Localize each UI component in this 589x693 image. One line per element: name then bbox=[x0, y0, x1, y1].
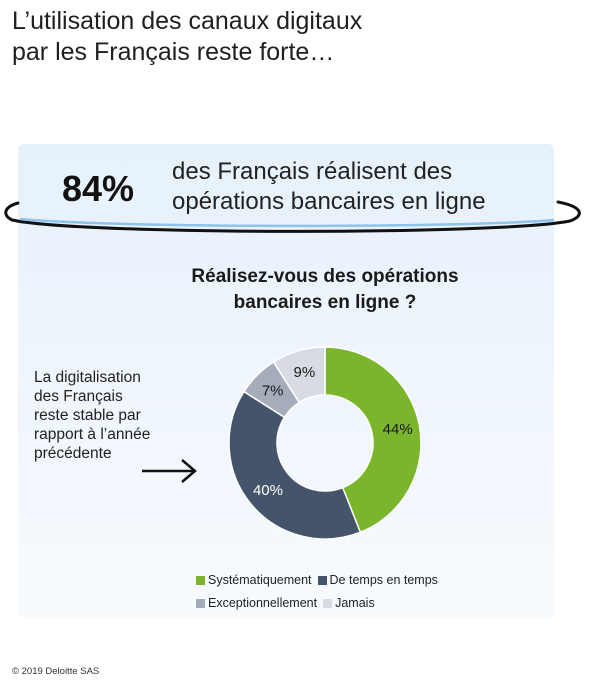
side-note-line-2: des Français bbox=[34, 388, 123, 405]
legend-item-jamais: Jamais bbox=[323, 596, 375, 610]
donut-slice-jamais bbox=[272, 346, 326, 404]
legend-label: Jamais bbox=[335, 596, 375, 610]
data-label-systematiquement: 44% bbox=[383, 421, 413, 438]
chart-title: Réalisez-vous des opérations bancaires e… bbox=[150, 264, 500, 316]
side-note-line-3: reste stable par bbox=[34, 407, 141, 424]
data-label-jamais: 9% bbox=[294, 364, 316, 381]
legend-swatch-light bbox=[323, 598, 333, 608]
chart-legend: Systématiquement De temps en temps Excep… bbox=[196, 573, 526, 619]
page-title: L’utilisation des canaux digitaux par le… bbox=[12, 6, 572, 68]
highlight-percentage: 84% bbox=[62, 168, 135, 209]
donut-chart: 44% 40% 7% 9% bbox=[228, 346, 422, 540]
side-note-line-4: rapport à l’année bbox=[34, 426, 151, 443]
arrow-right-icon bbox=[142, 459, 197, 483]
legend-swatch-dark bbox=[317, 575, 327, 585]
legend-item-de-temps-en-temps: De temps en temps bbox=[317, 573, 438, 587]
chart-title-line-2: bancaires en ligne ? bbox=[233, 292, 417, 313]
legend-label: De temps en temps bbox=[329, 573, 438, 587]
side-note-line-1: La digitalisation bbox=[34, 369, 141, 386]
side-note: La digitalisation des Français reste sta… bbox=[34, 368, 194, 463]
copyright-footer: © 2019 Deloitte SAS bbox=[12, 666, 100, 677]
side-note-line-5: précédente bbox=[34, 445, 112, 462]
highlight-ring bbox=[4, 200, 581, 233]
chart-title-line-1: Réalisez-vous des opérations bbox=[191, 266, 459, 287]
data-label-de-temps-en-temps: 40% bbox=[253, 482, 283, 499]
legend-swatch-green bbox=[196, 575, 205, 585]
legend-label: Systématiquement bbox=[208, 573, 312, 587]
legend-item-exceptionnellement: Exceptionnellement bbox=[196, 596, 317, 610]
donut-slice-systematiquement bbox=[324, 346, 422, 534]
highlight-text: des Français réalisent des opérations ba… bbox=[172, 157, 552, 217]
legend-swatch-grey bbox=[196, 598, 205, 608]
highlight-text-line-2: opérations bancaires en ligne bbox=[172, 188, 486, 215]
highlight-text-line-1: des Français réalisent des bbox=[172, 158, 453, 185]
donut-slice-de-temps-en-temps bbox=[228, 390, 362, 540]
legend-label: Exceptionnellement bbox=[208, 596, 318, 610]
title-line-1: L’utilisation des canaux digitaux bbox=[12, 7, 363, 35]
data-label-exceptionnellement: 7% bbox=[262, 383, 284, 400]
legend-item-systematiquement: Systématiquement bbox=[196, 573, 312, 587]
title-line-2: par les Français reste forte… bbox=[12, 38, 335, 66]
